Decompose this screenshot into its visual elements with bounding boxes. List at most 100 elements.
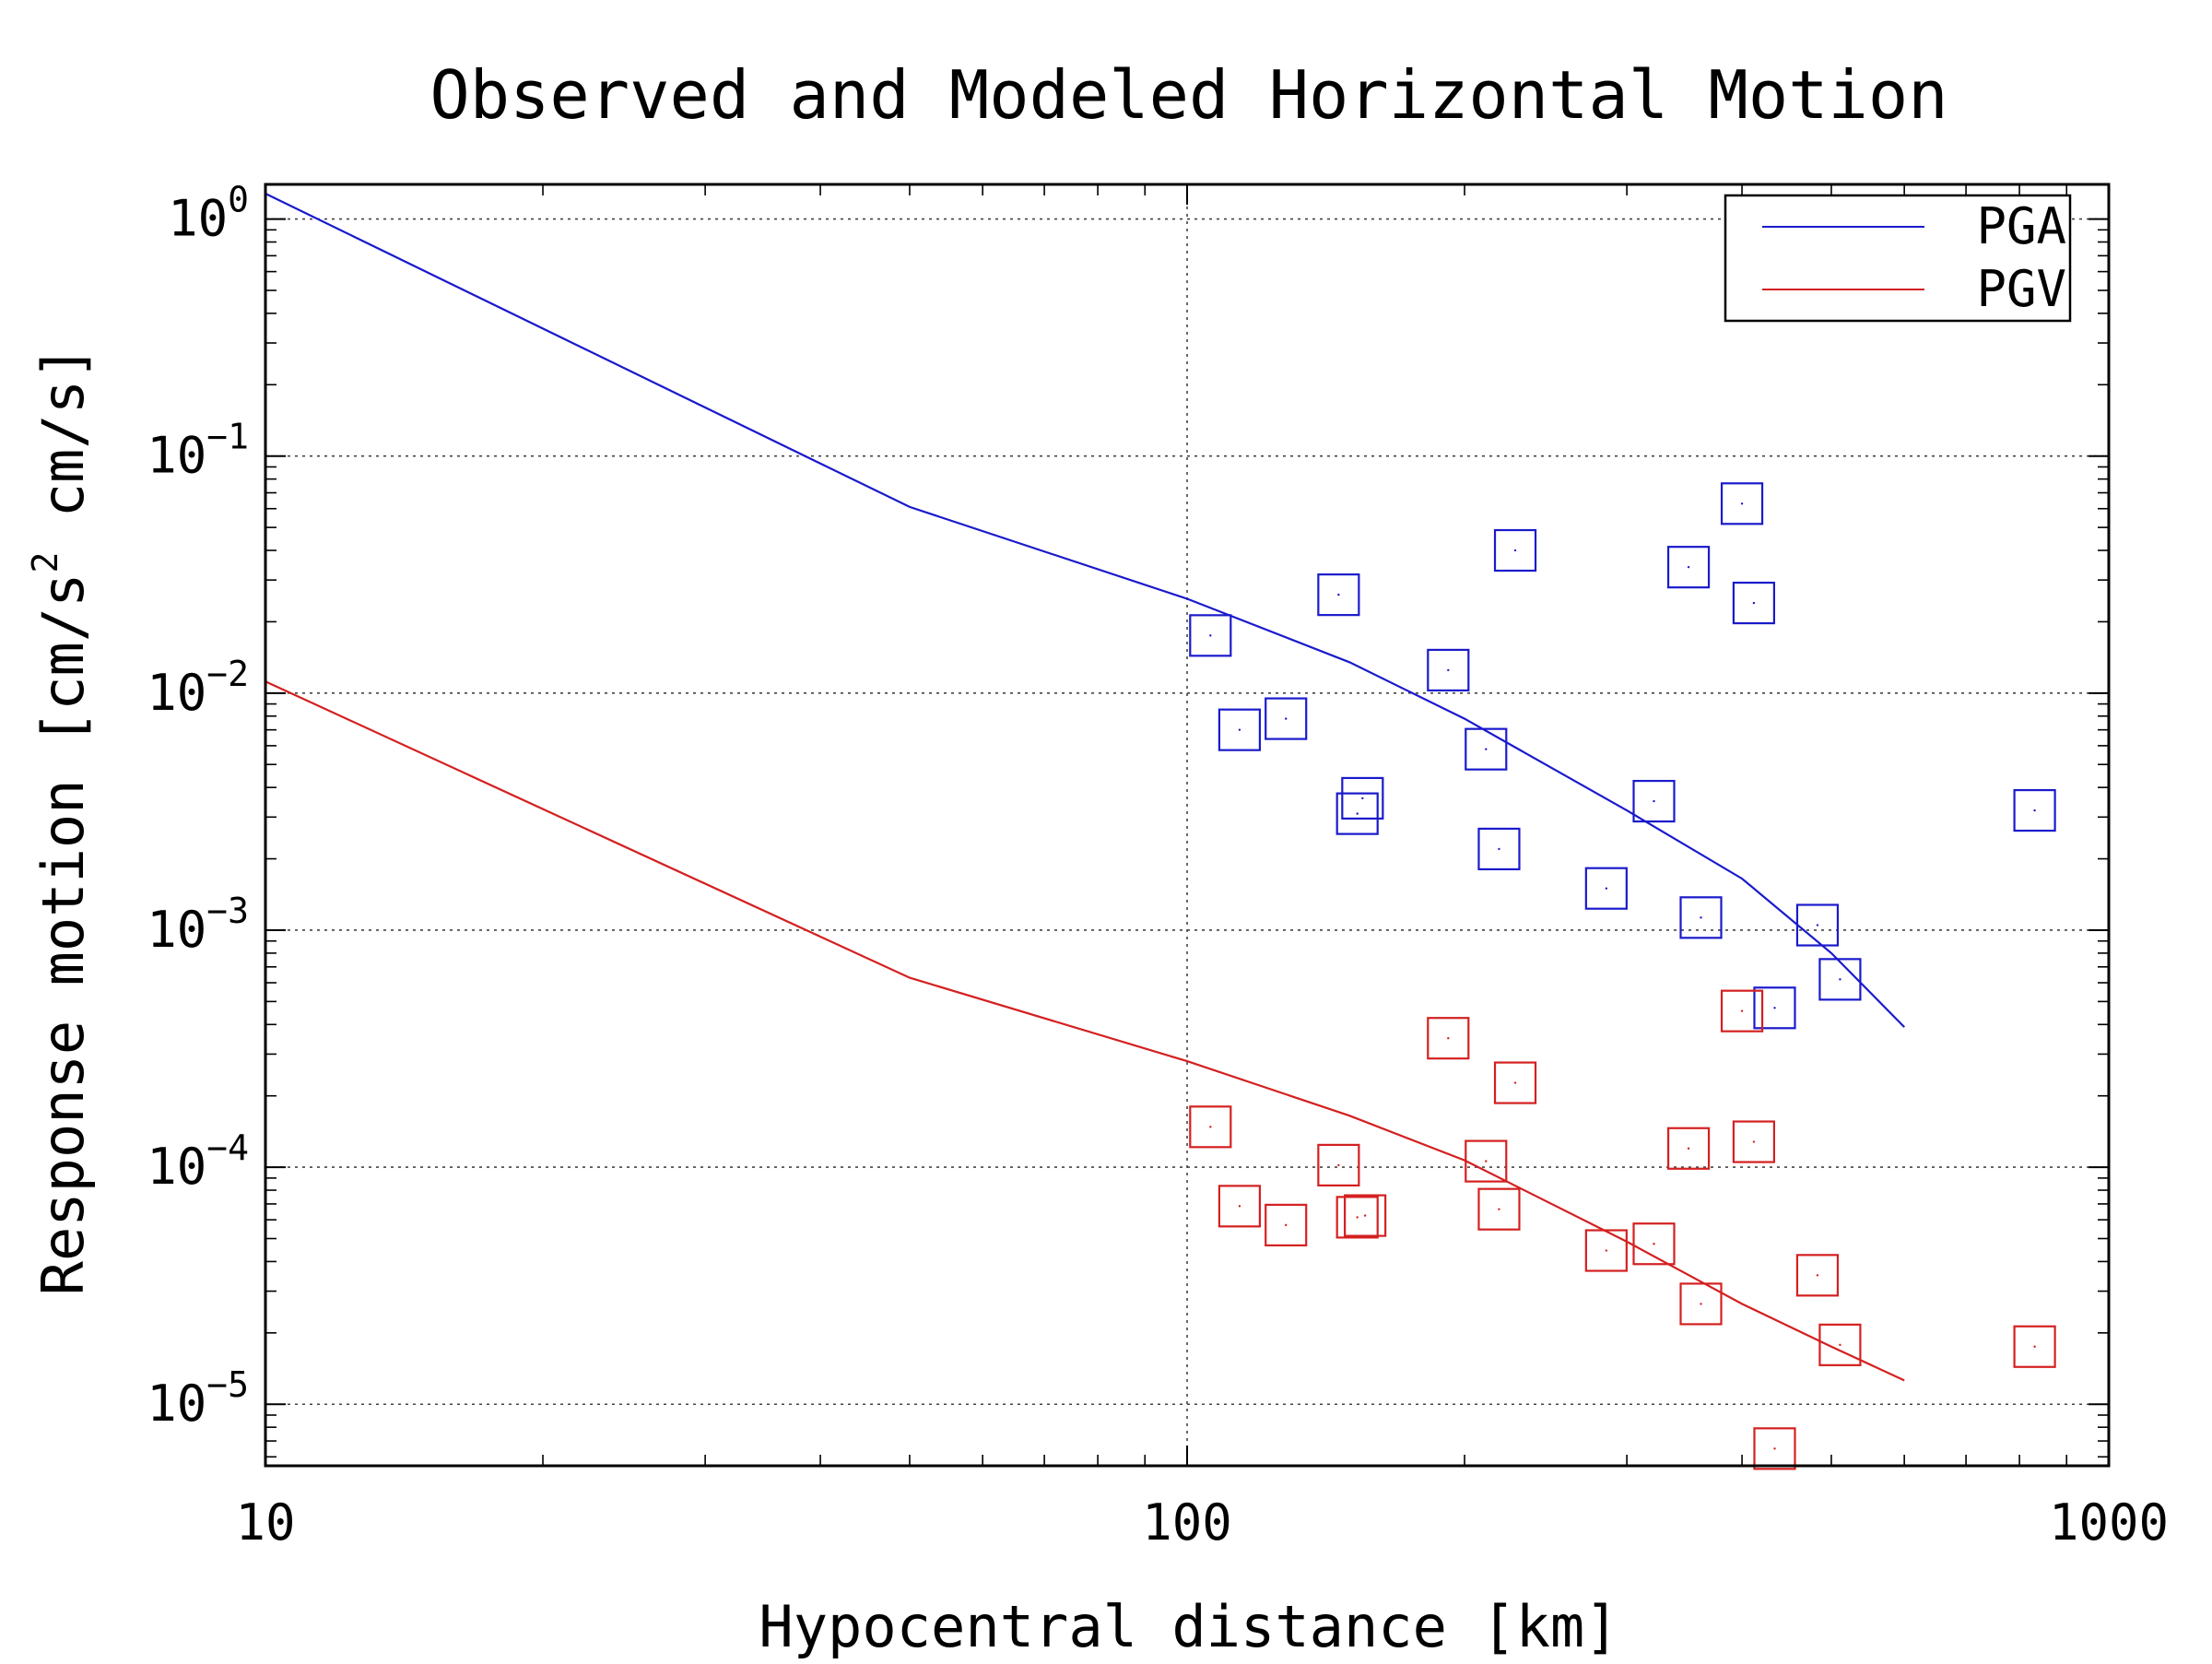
data-point-pgv [1218,1185,1262,1228]
data-point-pga [1427,648,1470,692]
y-tick-label: 10−3 [147,891,249,959]
data-point-center-pga [2033,808,2036,812]
y-tick-label-exponent: −4 [206,1127,249,1168]
y-tick-label-exponent: −3 [206,891,249,931]
data-point-pgv [2013,1325,2056,1368]
data-point-center-pga [1356,812,1359,815]
data-point-pgv [1465,1139,1508,1183]
y-tick-label-base: 10 [147,1375,206,1433]
data-point-center-pgv [1238,1205,1241,1208]
data-point-pga [1265,697,1308,740]
data-point-center-pga [1209,634,1212,637]
legend: PGA PGV [1724,194,2072,323]
legend-label-pgv: PGV [1976,260,2066,318]
data-point-center-pga [1447,668,1450,672]
y-tick-label: 100 [168,180,249,248]
series-line-pga [265,193,1905,1028]
data-point-center-pga [1337,593,1340,596]
data-point-pgv [1265,1203,1308,1246]
x-tick-labels: 10 100 1000 [235,1493,2169,1552]
data-point-pgv [1344,1194,1387,1237]
data-point-pgv [1477,1187,1521,1231]
data-point-center-pga [1513,549,1517,552]
data-point-center-pgv [1513,1081,1517,1084]
data-point-center-pgv [1209,1126,1212,1128]
data-point-center-pgv [1337,1163,1340,1167]
data-point-center-pga [1752,601,1756,605]
data-point-center-pgv [1773,1447,1776,1450]
y-tick-label-exponent: −5 [206,1364,249,1405]
y-tick-label-base: 10 [147,1138,206,1196]
legend-box [1724,194,2072,323]
data-point-pga [1584,867,1628,910]
data-point-pgv [1493,1061,1537,1104]
data-point-center-pgv [1285,1223,1288,1227]
y-tick-label-base: 10 [168,190,228,248]
data-point-pga [1732,581,1775,625]
y-axis-label-main: Response motion [cm/s [29,572,97,1295]
data-point-center-pgv [1605,1249,1608,1252]
y-tick-label-base: 10 [147,901,206,959]
data-point-center-pga [1839,978,1841,981]
data-point-center-pga [1485,748,1488,750]
data-point-pga [1818,958,1862,1001]
data-point-pga [1218,708,1262,751]
data-point-pga [1465,727,1508,771]
data-point-pga [1632,779,1676,823]
data-point-center-pgv [1447,1037,1450,1040]
y-tick-label-exponent: −2 [206,654,249,694]
x-tick-label: 10 [235,1493,295,1552]
y-axis-label-exponent: 2 [25,552,65,573]
x-tick-label: 1000 [2049,1493,2169,1552]
data-point-center-pga [1740,502,1744,505]
data-point-center-pga [1605,887,1608,890]
data-point-pga [1720,482,1764,525]
data-point-pgv [1427,1017,1470,1060]
data-point-pga [1753,986,1796,1030]
series [265,193,2056,1470]
data-point-pgv [1720,989,1764,1033]
data-point-center-pgv [1356,1216,1359,1219]
data-point-center-pgv [1498,1208,1500,1210]
y-tick-label-base: 10 [147,427,206,485]
y-axis-label-suffix: cm/s] [29,346,97,552]
data-point-center-pga [1285,717,1288,720]
data-point-pga [1795,903,1840,947]
y-axis-label: Response motion [cm/s2 cm/s] [25,346,97,1296]
data-point-pga [1477,827,1521,871]
data-point-center-pgv [1740,1009,1744,1012]
data-point-pga [1666,546,1711,589]
data-point-pgv [1335,1196,1379,1239]
data-point-center-pgv [1700,1303,1702,1305]
data-point-center-pga [1687,565,1690,569]
data-point-pgv [1632,1222,1676,1266]
chart-title: Observed and Modeled Horizontal Motion [429,56,1947,134]
data-point-center-pgv [1687,1147,1690,1150]
data-point-pga [1679,896,1723,939]
x-axis-label: Hypocentral distance [km] [759,1593,1618,1659]
data-point-pgv [1189,1105,1232,1149]
y-tick-label: 10−4 [147,1127,249,1196]
data-point-center-pgv [1363,1214,1367,1217]
data-point-center-pgv [1752,1140,1756,1143]
data-point-center-pgv [1653,1243,1655,1245]
data-point-pgv [1666,1127,1711,1170]
data-point-pga [1317,573,1360,617]
data-point-center-pga [1238,728,1241,731]
y-tick-label-exponent: −1 [206,417,249,457]
plot-frame [264,183,2111,1468]
data-point-center-pgv [1816,1274,1819,1277]
data-point-pga [1189,614,1232,657]
data-point-center-pga [1498,847,1500,851]
data-point-center-pgv [1839,1343,1841,1347]
data-point-center-pgv [2033,1345,2036,1348]
data-point-pgv [1795,1254,1840,1297]
data-point-pgv [1818,1323,1862,1366]
y-tick-label: 10−2 [147,654,249,722]
data-point-pga [1335,792,1379,835]
data-point-pga [1493,528,1537,572]
x-tick-label: 100 [1142,1493,1232,1552]
y-tick-label-base: 10 [147,664,206,722]
